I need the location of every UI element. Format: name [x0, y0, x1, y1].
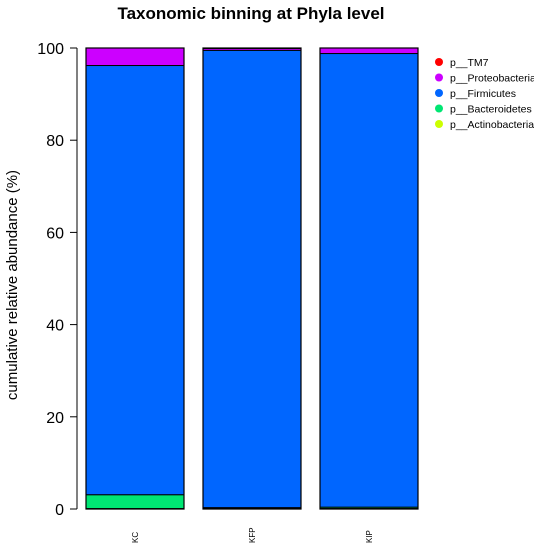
y-tick-label: 100: [37, 41, 64, 58]
y-axis: 0 20 40 60 80 100: [37, 41, 78, 519]
y-tick-label: 60: [46, 225, 64, 242]
bar-segment-kfp-pfirmicutes: [202, 49, 302, 509]
legend-label: p__Proteobacteria: [450, 73, 534, 85]
legend-label: p__TM7: [450, 57, 489, 69]
bars: [85, 47, 419, 510]
y-tick-label: 20: [46, 410, 64, 427]
chart-title: Taxonomic binning at Phyla level: [117, 4, 384, 23]
legend-item: p__TM7: [435, 57, 489, 69]
bar-segment-kc-pproteobacteria: [85, 47, 185, 67]
legend-label: p__Bacteroidetes: [450, 104, 532, 116]
legend-item: p__Proteobacteria: [435, 73, 534, 85]
y-tick-label: 80: [46, 133, 64, 150]
y-tick-label: 40: [46, 318, 64, 335]
bar-outline: [202, 47, 302, 510]
legend: p__TM7 p__Proteobacteria p__Firmicutes p__B…: [435, 57, 534, 131]
legend-swatch: [435, 104, 443, 113]
legend-label: p__Actinobacteria: [450, 119, 534, 131]
bar-segment-kip-pproteobacteria: [319, 47, 419, 55]
bar-outline: [319, 47, 419, 510]
y-tick-label: 0: [55, 502, 64, 519]
legend-swatch: [435, 89, 443, 97]
legend-item: p__Actinobacteria: [435, 119, 534, 131]
legend-swatch: [435, 73, 443, 82]
bar-kc: [85, 47, 185, 510]
bar-segment-kc-pbacteroidetes: [85, 494, 185, 510]
x-tick-label: KFP: [248, 527, 257, 543]
legend-label: p__Firmicutes: [450, 88, 516, 100]
bar-segment-kc-pfirmicutes: [85, 65, 185, 496]
bar-segment-kip-pfirmicutes: [319, 53, 419, 508]
y-axis-label: cumulative relative abundance (%): [4, 170, 21, 400]
legend-swatch: [435, 58, 443, 66]
legend-item: p__Firmicutes: [435, 88, 516, 100]
legend-swatch: [435, 120, 443, 128]
bar-kip: [319, 47, 419, 510]
bar-kfp: [202, 47, 302, 510]
legend-item: p__Bacteroidetes: [435, 104, 532, 116]
x-tick-label: KC: [131, 532, 140, 543]
bar-outline: [85, 47, 185, 510]
x-tick-label: KIP: [365, 530, 374, 543]
x-axis-ticks: KC KFP KIP: [131, 527, 374, 543]
